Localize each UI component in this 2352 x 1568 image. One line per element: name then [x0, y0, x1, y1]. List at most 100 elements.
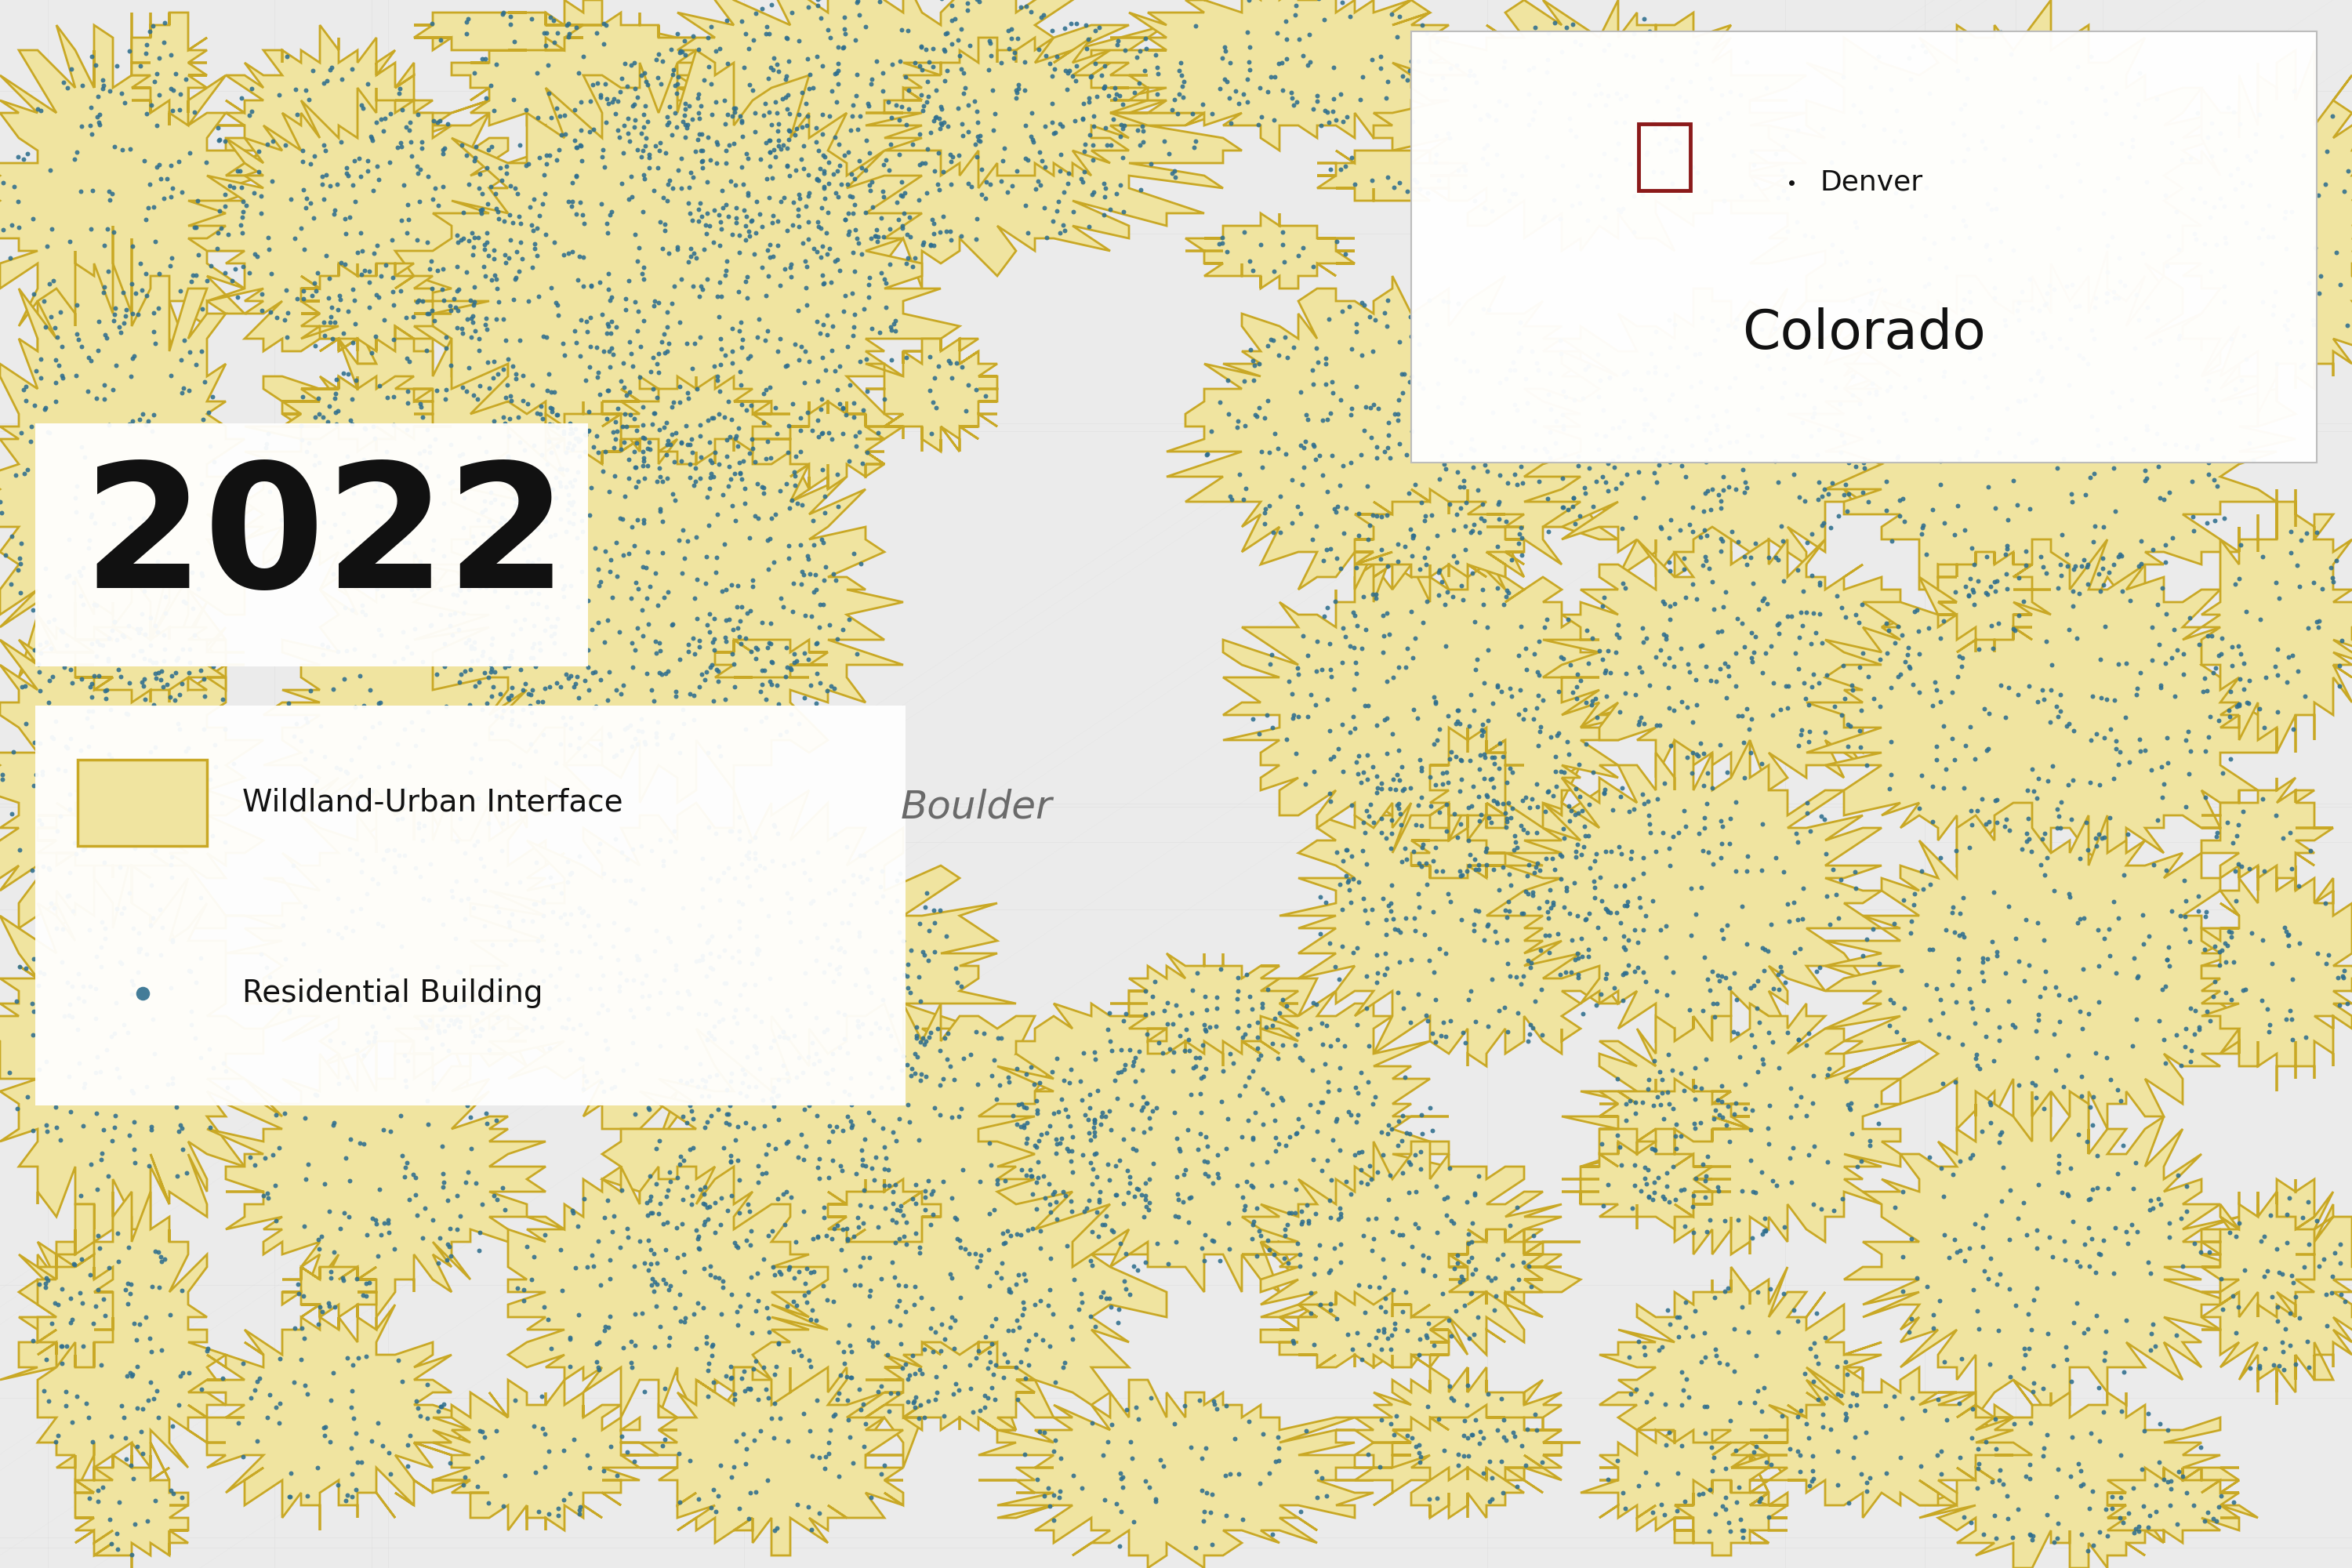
Point	[588, 212, 626, 237]
Point	[108, 702, 146, 728]
Point	[332, 204, 369, 229]
Point	[1232, 1173, 1270, 1198]
Point	[1959, 1316, 1997, 1341]
Point	[579, 913, 616, 938]
Point	[285, 931, 322, 956]
Point	[1237, 1195, 1275, 1220]
Point	[1444, 1267, 1482, 1292]
Point	[555, 500, 593, 525]
Point	[1738, 996, 1776, 1021]
Point	[35, 895, 73, 920]
Point	[757, 1135, 795, 1160]
Point	[764, 594, 802, 619]
Point	[221, 158, 259, 183]
Point	[40, 756, 78, 781]
Point	[814, 314, 851, 339]
Point	[254, 169, 292, 194]
Point	[562, 133, 600, 158]
Point	[405, 828, 442, 853]
Point	[1597, 873, 1635, 898]
Point	[2171, 146, 2209, 171]
Point	[1788, 790, 1825, 815]
Point	[569, 400, 607, 425]
Point	[1240, 113, 1277, 138]
Point	[1381, 768, 1418, 793]
Point	[682, 190, 720, 215]
Point	[111, 136, 148, 162]
Point	[146, 622, 183, 648]
Point	[2074, 1083, 2112, 1109]
Point	[473, 655, 510, 681]
Point	[1877, 630, 1915, 655]
Point	[546, 103, 583, 129]
Point	[2176, 1022, 2213, 1047]
Point	[1969, 425, 2006, 450]
Point	[1722, 82, 1759, 107]
Point	[80, 337, 118, 362]
Point	[619, 138, 656, 163]
Point	[877, 1129, 915, 1154]
Point	[2006, 969, 2044, 994]
Point	[1263, 1033, 1301, 1058]
Point	[684, 1068, 722, 1093]
Point	[78, 1294, 115, 1319]
Point	[1820, 390, 1858, 416]
Point	[689, 201, 727, 226]
Point	[1124, 1058, 1162, 1083]
Point	[903, 34, 941, 60]
Point	[2253, 1284, 2291, 1309]
Point	[837, 216, 875, 241]
Point	[1710, 314, 1748, 339]
Point	[2079, 417, 2117, 442]
Point	[1249, 387, 1287, 412]
Point	[569, 1443, 607, 1468]
Point	[1785, 671, 1823, 696]
Point	[482, 706, 520, 731]
Point	[468, 306, 506, 331]
Point	[1383, 381, 1421, 406]
Point	[736, 972, 774, 997]
Point	[299, 1455, 336, 1480]
Point	[1218, 999, 1256, 1024]
Point	[223, 1444, 261, 1469]
Point	[1127, 1193, 1164, 1218]
Point	[1835, 289, 1872, 314]
Point	[687, 1115, 724, 1140]
Point	[722, 608, 760, 633]
Point	[2025, 1436, 2063, 1461]
Point	[477, 983, 515, 1008]
Point	[830, 909, 868, 935]
Point	[1282, 1499, 1319, 1524]
Point	[739, 1154, 776, 1179]
Point	[301, 401, 339, 426]
Point	[1722, 1389, 1759, 1414]
Point	[1263, 50, 1301, 75]
Point	[717, 205, 755, 230]
Polygon shape	[1599, 1267, 1882, 1493]
Point	[1207, 38, 1244, 63]
Point	[1623, 1179, 1661, 1204]
Point	[2190, 624, 2227, 649]
Point	[903, 1025, 941, 1051]
Point	[560, 594, 597, 619]
Point	[1369, 1325, 1406, 1350]
Point	[1343, 343, 1381, 368]
Point	[557, 14, 595, 39]
Polygon shape	[1900, 1380, 2239, 1568]
Point	[1350, 1069, 1388, 1094]
Point	[350, 677, 388, 702]
Point	[2180, 898, 2218, 924]
Point	[515, 958, 553, 983]
Point	[2199, 1494, 2237, 1519]
Point	[430, 613, 468, 638]
Point	[2011, 1523, 2049, 1548]
Point	[729, 847, 767, 872]
Point	[358, 323, 395, 348]
Point	[421, 1394, 459, 1419]
Point	[626, 267, 663, 292]
Point	[804, 568, 842, 593]
Point	[1950, 226, 1987, 251]
Point	[2074, 684, 2112, 709]
Point	[574, 1254, 612, 1279]
Point	[1541, 679, 1578, 704]
